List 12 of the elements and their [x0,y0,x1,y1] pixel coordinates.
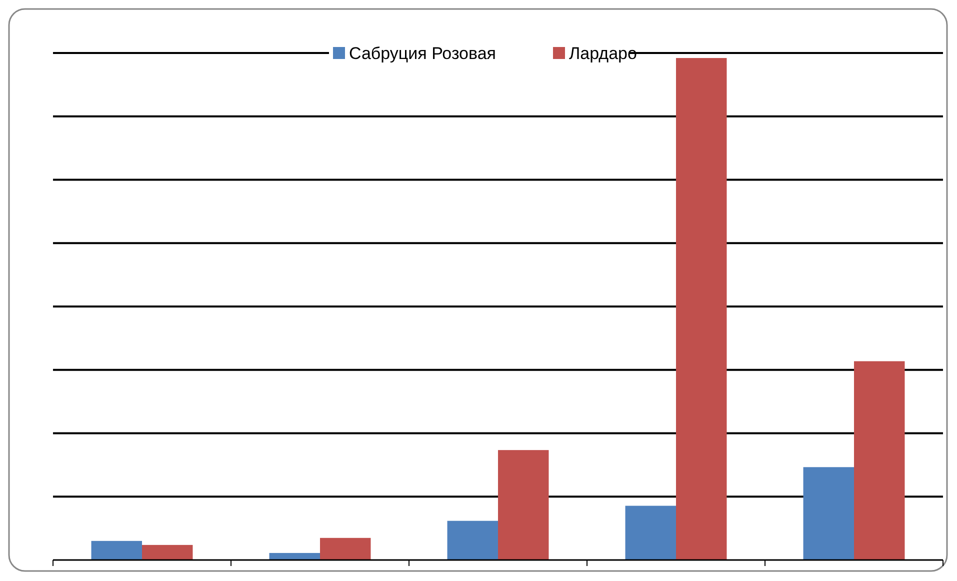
bar [447,520,498,560]
bar [676,58,727,560]
bar [142,544,193,560]
bar [320,538,371,560]
bar [91,540,142,560]
bar [498,450,549,560]
legend-label: Лардаро [569,44,637,63]
legend-label: Сабруция Розовая [349,44,496,63]
bar [854,361,905,560]
bar [625,506,676,560]
bar [803,467,854,560]
bar [269,552,320,560]
